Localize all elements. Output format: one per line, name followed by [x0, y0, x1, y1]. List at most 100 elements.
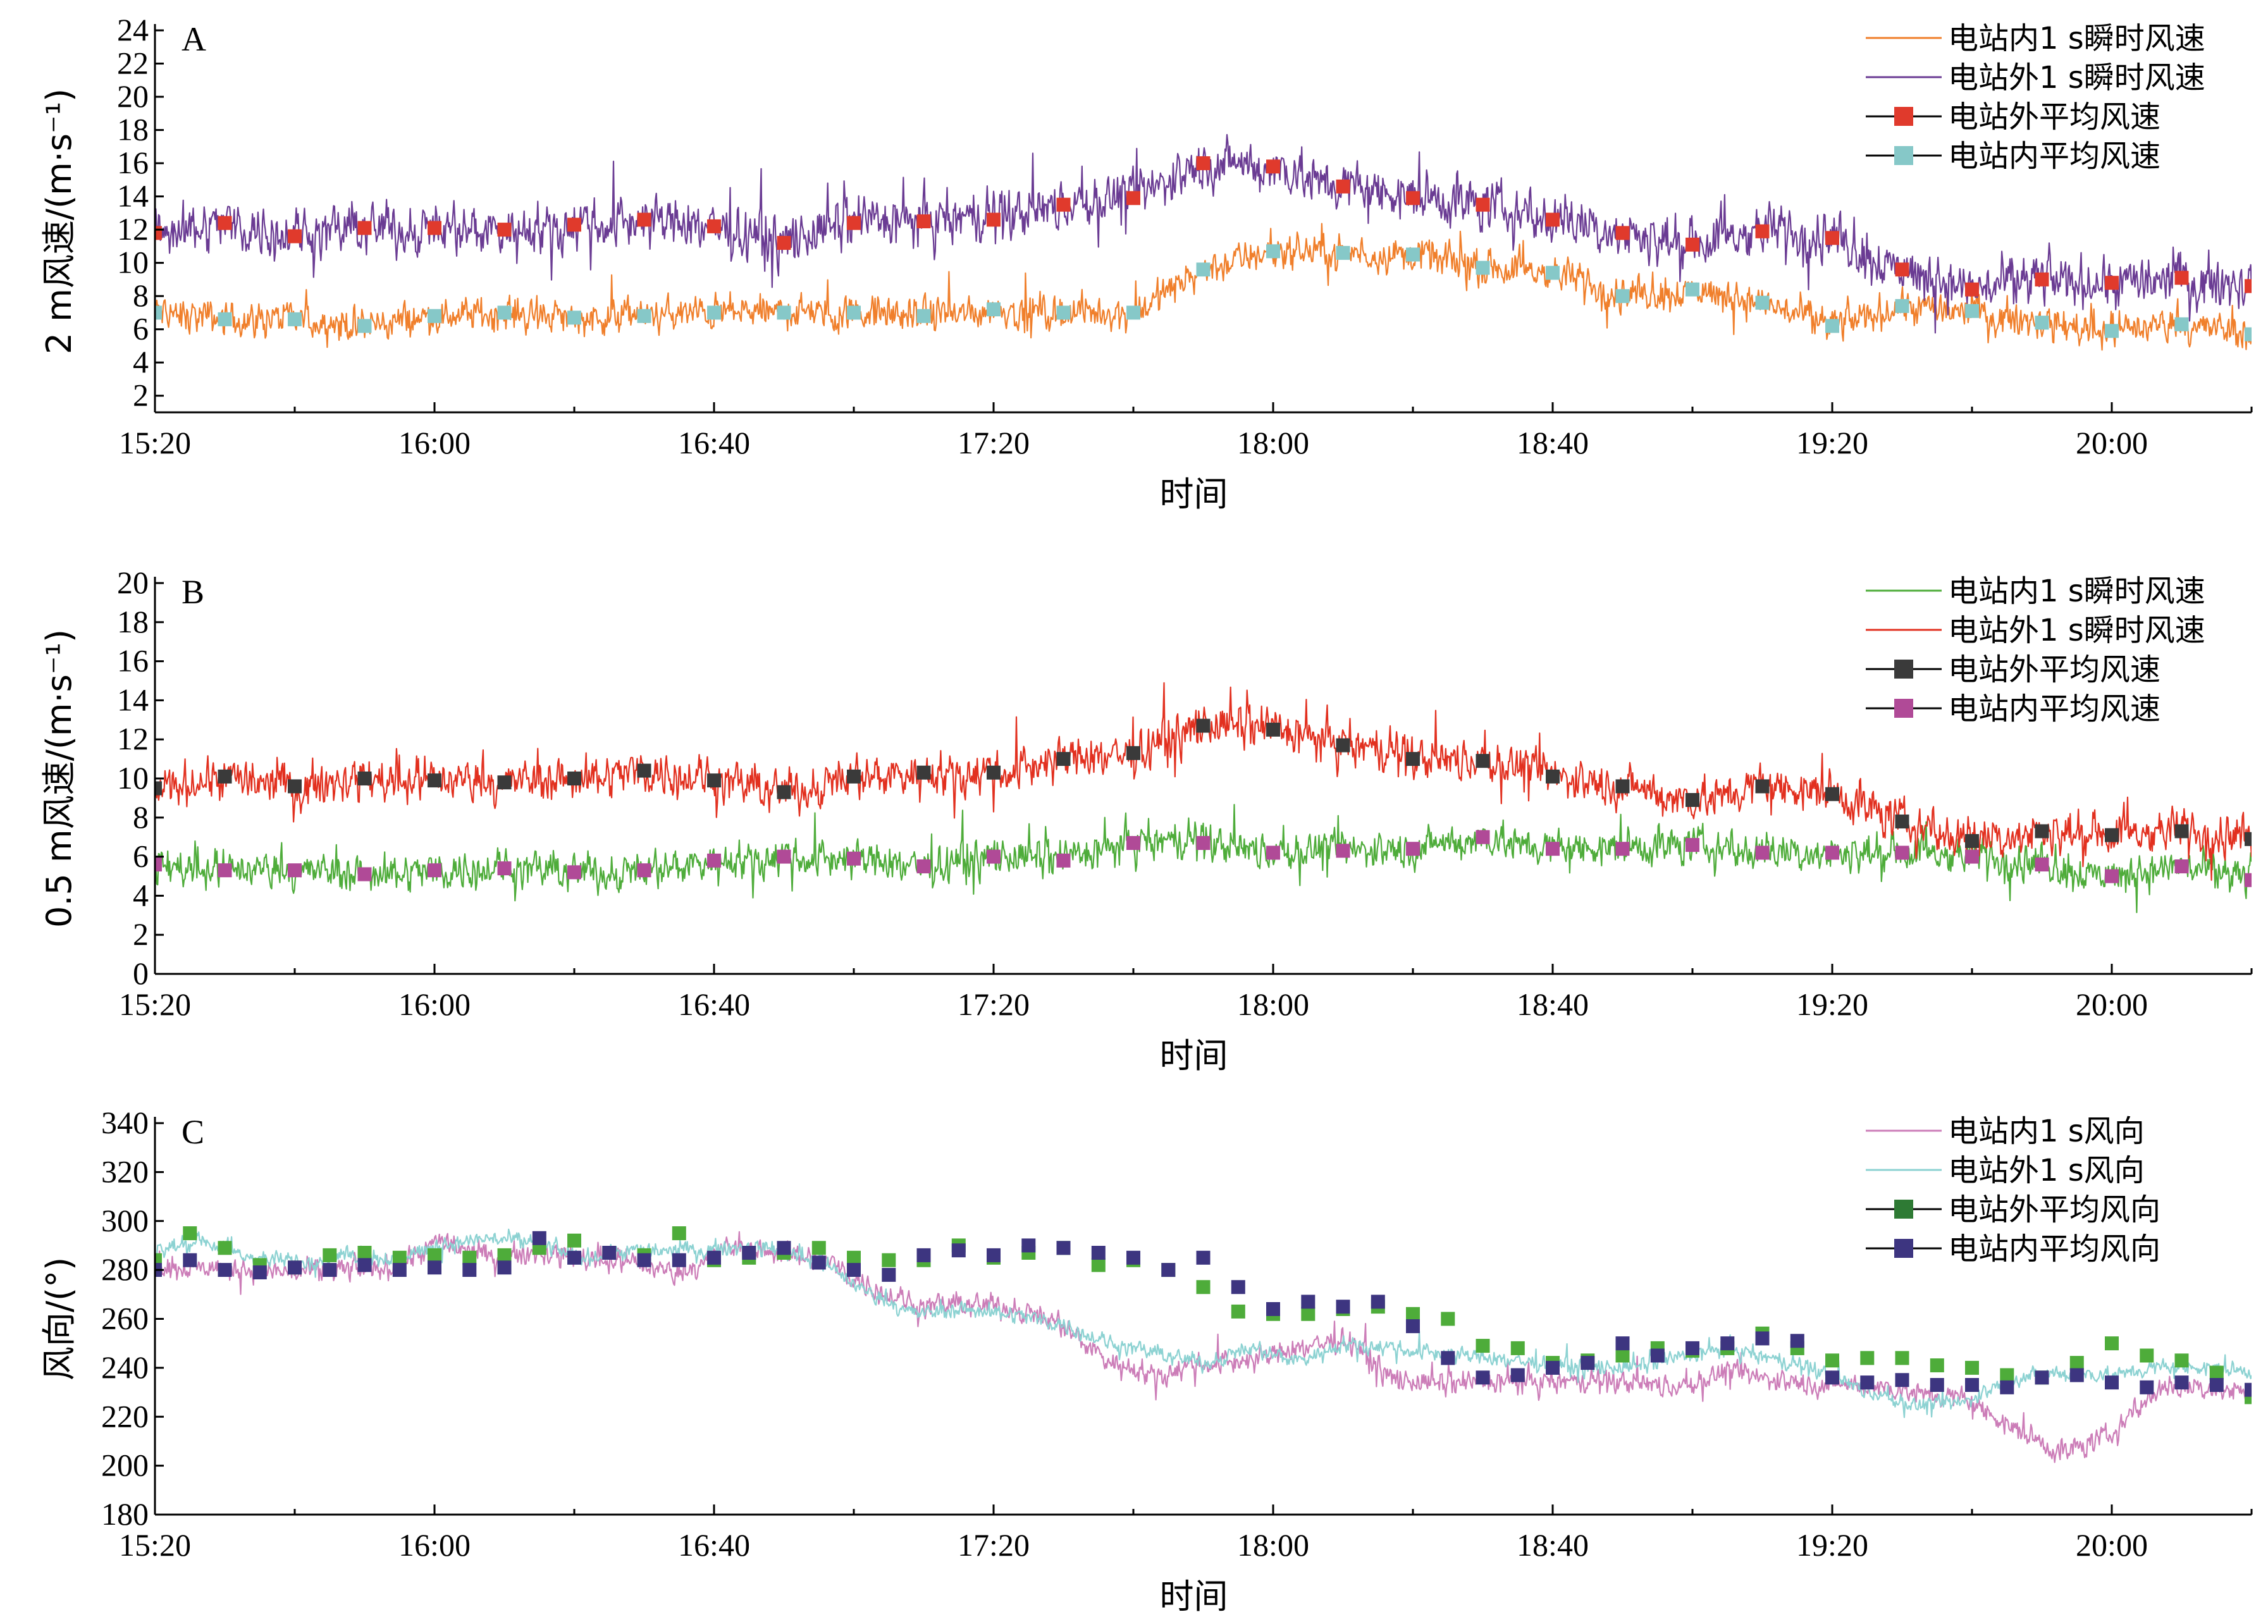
legend-label: 电站内平均风速	[1948, 691, 2160, 727]
series-2-point	[567, 218, 581, 232]
series-2-point	[497, 1248, 512, 1262]
y-axis-title: 2 m风速/(m·s⁻¹)	[39, 89, 79, 355]
series-3-point	[1126, 305, 1140, 320]
y-tick-label: 180	[101, 1496, 149, 1532]
series-2-point	[357, 772, 372, 785]
series-2-point	[183, 1226, 197, 1241]
y-tick-label: 8	[133, 799, 149, 835]
series-2-point	[1406, 752, 1420, 766]
series-2-point	[777, 236, 791, 250]
series-3-point	[2035, 858, 2049, 871]
legend-label: 电站外平均风速	[1948, 652, 2160, 687]
y-tick-label: 200	[101, 1448, 149, 1483]
series-3-point	[567, 311, 581, 325]
series-3-point	[1546, 266, 1560, 280]
series-2-point	[2105, 1336, 2119, 1351]
panel-label: A	[182, 20, 206, 58]
legend-swatch-marker	[1894, 146, 1913, 165]
series-3-point	[1406, 247, 1420, 262]
y-tick-label: 2	[133, 916, 149, 952]
legend-swatch-marker	[1894, 1239, 1913, 1258]
series-3-point	[777, 305, 791, 320]
series-3-point	[1266, 846, 1280, 860]
y-tick-label: 280	[101, 1252, 149, 1287]
y-tick-label: 20	[117, 565, 149, 600]
series-2-point	[218, 769, 232, 784]
series-2-point	[2035, 272, 2049, 286]
series-3-point	[155, 305, 162, 320]
legend-label: 电站外平均风向	[1948, 1192, 2160, 1227]
series-3-point	[1336, 844, 1350, 858]
series-2-point	[672, 1226, 686, 1241]
series-3-point	[2245, 327, 2252, 341]
series-3-point	[847, 1263, 861, 1277]
x-tick-label: 16:00	[398, 1527, 471, 1563]
series-3-point	[1686, 282, 1699, 297]
y-tick-label: 340	[101, 1105, 149, 1140]
series-3-point	[672, 1253, 686, 1267]
series-2-point	[1825, 231, 1839, 245]
series-3-point	[2174, 859, 2189, 873]
series-3-point	[1196, 262, 1211, 277]
x-tick-label: 20:00	[2076, 1527, 2148, 1563]
x-tick-label: 17:20	[958, 987, 1030, 1022]
series-2-point	[1895, 815, 1909, 828]
series-3-point	[882, 1267, 896, 1282]
series-3-point	[1615, 842, 1630, 856]
series-3-point	[2105, 324, 2119, 338]
series-3-point	[602, 1246, 617, 1260]
series-3-point	[1510, 1368, 1525, 1382]
x-tick-label: 18:40	[1517, 425, 1589, 460]
x-tick-label: 18:00	[1237, 1527, 1309, 1563]
series-2-point	[1546, 212, 1560, 227]
series-3-point	[1371, 1295, 1385, 1309]
series-3-point	[1056, 853, 1071, 868]
legend-swatch-marker	[1894, 107, 1913, 126]
y-tick-label: 0	[133, 956, 149, 991]
series-2-point	[2174, 1353, 2189, 1368]
series-3-point	[777, 1241, 791, 1255]
x-tick-label: 18:40	[1517, 987, 1589, 1022]
series-3-point	[1126, 1250, 1140, 1265]
series-3-point	[1476, 830, 1490, 844]
series-2-point	[1965, 1360, 1979, 1375]
x-tick-label: 20:00	[2076, 987, 2148, 1022]
series-3-point	[1686, 1341, 1699, 1355]
legend-entry: 电站外平均风速	[1866, 99, 2160, 135]
series-3-point	[1860, 1375, 1875, 1390]
x-tick-label: 19:20	[1796, 425, 1868, 460]
legend-label: 电站内平均风向	[1948, 1231, 2160, 1267]
series-3-point	[1686, 838, 1699, 852]
series-2-point	[1476, 1339, 1490, 1353]
x-axis-title: 时间	[1160, 1577, 1228, 1616]
series-2-point	[155, 781, 162, 796]
series-2-point	[323, 1248, 337, 1262]
y-tick-label: 300	[101, 1203, 149, 1238]
series-3-point	[1965, 1378, 1979, 1392]
series-3-point	[1895, 298, 1909, 313]
series-3-point	[1650, 1348, 1665, 1363]
series-2-point	[1965, 282, 1979, 297]
series-3-point	[2174, 317, 2189, 331]
series-2-point	[357, 221, 372, 235]
series-2-point	[567, 772, 581, 785]
series-2-point	[1476, 197, 1490, 212]
x-axis-title: 时间	[1160, 474, 1228, 514]
series-2-point	[847, 769, 861, 784]
series-2-point	[1615, 779, 1630, 794]
series-3-point	[462, 1263, 477, 1277]
y-tick-label: 260	[101, 1301, 149, 1336]
series-2-point	[155, 1253, 162, 1267]
x-tick-label: 17:20	[958, 1527, 1030, 1563]
series-2-point	[288, 229, 302, 243]
y-tick-label: 18	[117, 112, 149, 147]
series-2-point	[1441, 1312, 1455, 1326]
series-2-point	[987, 212, 1001, 227]
series-2-point	[2105, 828, 2119, 842]
y-tick-label: 16	[117, 145, 149, 180]
series-2-point	[2174, 824, 2189, 839]
series-3-point	[1825, 846, 1839, 860]
legend-label: 电站内平均风速	[1948, 138, 2160, 174]
series-3-point	[1546, 1360, 1560, 1375]
